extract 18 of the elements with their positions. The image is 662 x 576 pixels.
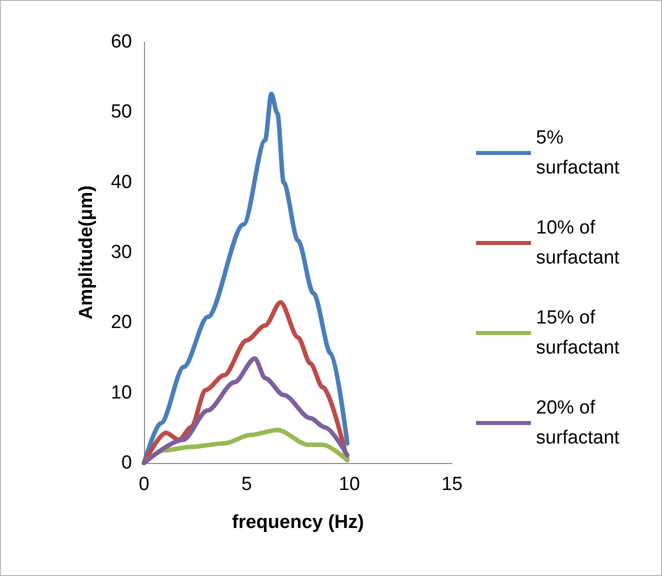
- y-tick-label: 60: [110, 32, 132, 52]
- y-tick-label: 20: [110, 312, 132, 334]
- y-tick-label: 50: [110, 102, 132, 123]
- x-tick-label: 10: [338, 474, 360, 495]
- y-tick-label: 10: [110, 382, 132, 404]
- x-tick-label: 5: [241, 474, 252, 495]
- legend-label: 15% of surfactant: [536, 308, 620, 358]
- line-series: [142, 356, 350, 466]
- x-tick-label: 15: [441, 474, 463, 495]
- legend-label: 10% of surfactant: [536, 218, 620, 268]
- x-tick-label: 0: [138, 474, 150, 495]
- x-axis-title: frequency (Hz): [232, 512, 364, 533]
- y-axis-title: Amplitude(μm): [76, 185, 97, 320]
- legend-label: 20% of surfactant: [536, 398, 620, 448]
- legend-label: 5% surfactant: [536, 128, 620, 178]
- y-tick-label: 40: [110, 172, 132, 193]
- y-tick-label: 0: [121, 452, 132, 474]
- y-tick-label: 30: [110, 242, 132, 263]
